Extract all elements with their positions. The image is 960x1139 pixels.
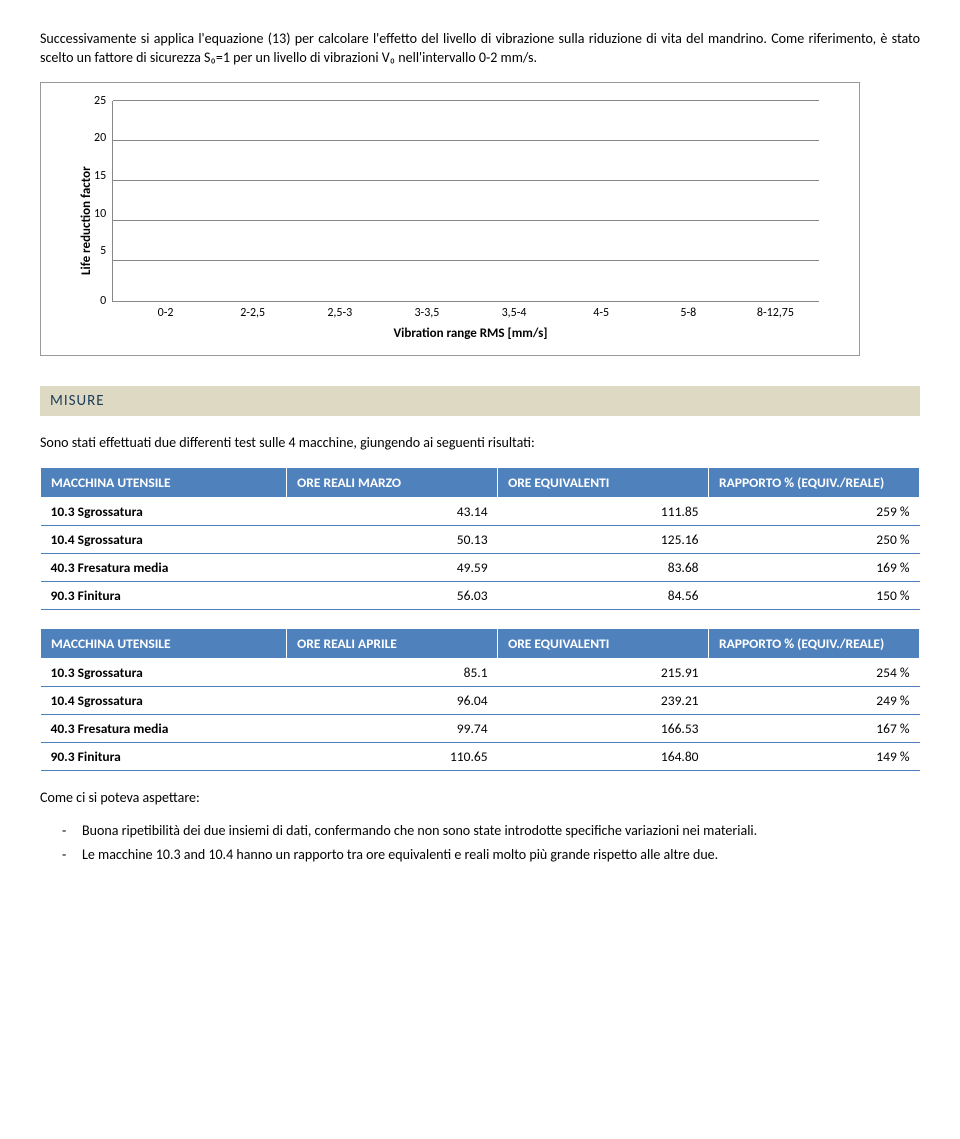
- misure-intro: Sono stati effettuati due differenti tes…: [40, 434, 920, 453]
- ytick-label: 5: [100, 245, 106, 257]
- row-value: 249 %: [709, 686, 920, 714]
- life-reduction-chart: Life reduction factor 25 20 15 10 5 0 0-22-2,…: [40, 82, 860, 356]
- xtick-label: 4-5: [558, 306, 645, 320]
- table-row: 10.3 Sgrossatura43.14111.85259 %: [41, 497, 920, 525]
- table-row: 40.3 Fresatura media99.74166.53167 %: [41, 714, 920, 742]
- chart-yticks: 2520151050: [94, 101, 112, 301]
- row-value: 85.1: [287, 658, 498, 686]
- chart-xlabel: Vibration range RMS [mm/s]: [122, 326, 819, 341]
- ytick-label: 25: [94, 95, 106, 107]
- row-value: 96.04: [287, 686, 498, 714]
- row-value: 250 %: [709, 525, 920, 553]
- row-value: 169 %: [709, 553, 920, 581]
- table-header: RAPPORTO % (EQUIV./REALE): [709, 628, 920, 658]
- row-value: 125.16: [498, 525, 709, 553]
- table-header: MACCHINA UTENSILE: [41, 628, 287, 658]
- row-value: 111.85: [498, 497, 709, 525]
- table-header: RAPPORTO % (EQUIV./REALE): [709, 467, 920, 497]
- row-value: 150 %: [709, 581, 920, 609]
- row-label: 90.3 Finitura: [41, 581, 287, 609]
- row-value: 56.03: [287, 581, 498, 609]
- table-header: ORE EQUIVALENTI: [498, 628, 709, 658]
- row-label: 10.4 Sgrossatura: [41, 525, 287, 553]
- ytick-label: 20: [94, 132, 106, 144]
- table-marzo: MACCHINA UTENSILEORE REALI MARZOORE EQUI…: [40, 467, 920, 610]
- row-label: 40.3 Fresatura media: [41, 553, 287, 581]
- table-row: 10.4 Sgrossatura96.04239.21249 %: [41, 686, 920, 714]
- xtick-label: 0-2: [122, 306, 209, 320]
- row-value: 215.91: [498, 658, 709, 686]
- table-row: 10.3 Sgrossatura85.1215.91254 %: [41, 658, 920, 686]
- table-header: ORE REALI MARZO: [287, 467, 498, 497]
- intro-paragraph: Successivamente si applica l'equazione (…: [40, 30, 920, 68]
- xtick-label: 2-2,5: [209, 306, 296, 320]
- xtick-label: 3,5-4: [471, 306, 558, 320]
- row-label: 10.3 Sgrossatura: [41, 497, 287, 525]
- row-value: 239.21: [498, 686, 709, 714]
- row-value: 167 %: [709, 714, 920, 742]
- xtick-label: 2,5-3: [296, 306, 383, 320]
- row-label: 10.3 Sgrossatura: [41, 658, 287, 686]
- conclusion-lead: Come ci si poteva aspettare:: [40, 789, 920, 808]
- row-value: 99.74: [287, 714, 498, 742]
- row-value: 43.14: [287, 497, 498, 525]
- row-label: 10.4 Sgrossatura: [41, 686, 287, 714]
- row-value: 254 %: [709, 658, 920, 686]
- row-value: 83.68: [498, 553, 709, 581]
- table-header: MACCHINA UTENSILE: [41, 467, 287, 497]
- row-value: 149 %: [709, 742, 920, 770]
- table-row: 40.3 Fresatura media49.5983.68169 %: [41, 553, 920, 581]
- chart-ylabel: Life reduction factor: [71, 101, 94, 341]
- ytick-label: 0: [100, 295, 106, 307]
- xtick-label: 8-12,75: [732, 306, 819, 320]
- bullet-item: Le macchine 10.3 and 10.4 hanno un rappo…: [62, 846, 920, 865]
- chart-plot-area: [112, 101, 819, 302]
- table-row: 10.4 Sgrossatura50.13125.16250 %: [41, 525, 920, 553]
- row-value: 110.65: [287, 742, 498, 770]
- misure-heading: MISURE: [40, 386, 920, 416]
- ytick-label: 15: [94, 170, 106, 182]
- row-label: 40.3 Fresatura media: [41, 714, 287, 742]
- table-header: ORE REALI APRILE: [287, 628, 498, 658]
- row-value: 84.56: [498, 581, 709, 609]
- row-value: 259 %: [709, 497, 920, 525]
- xtick-label: 5-8: [645, 306, 732, 320]
- table-header: ORE EQUIVALENTI: [498, 467, 709, 497]
- row-value: 50.13: [287, 525, 498, 553]
- chart-xticks: 0-22-2,52,5-33-3,53,5-44-55-88-12,75: [122, 306, 819, 320]
- row-value: 164.80: [498, 742, 709, 770]
- table-aprile: MACCHINA UTENSILEORE REALI APRILEORE EQU…: [40, 628, 920, 771]
- row-label: 90.3 Finitura: [41, 742, 287, 770]
- xtick-label: 3-3,5: [383, 306, 470, 320]
- bullet-item: Buona ripetibilità dei due insiemi di da…: [62, 822, 920, 841]
- table-row: 90.3 Finitura56.0384.56150 %: [41, 581, 920, 609]
- table-row: 90.3 Finitura110.65164.80149 %: [41, 742, 920, 770]
- row-value: 166.53: [498, 714, 709, 742]
- conclusion-bullets: Buona ripetibilità dei due insiemi di da…: [62, 822, 920, 866]
- row-value: 49.59: [287, 553, 498, 581]
- ytick-label: 10: [94, 208, 106, 220]
